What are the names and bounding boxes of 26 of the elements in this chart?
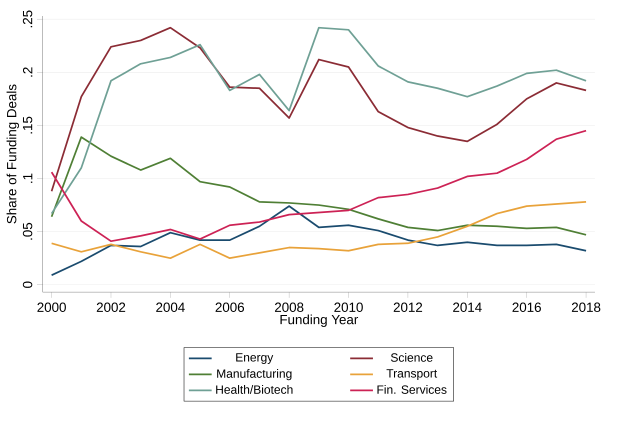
x-tick-label: 2012	[394, 302, 422, 312]
x-tick-label: 2018	[572, 302, 600, 312]
x-tick-label: 2002	[96, 302, 126, 312]
y-tick-label: 0	[22, 282, 32, 288]
x-tick-label: 2008	[274, 302, 304, 312]
y-tick-label: .25	[22, 10, 32, 28]
y-tick-label: .2	[22, 68, 32, 77]
line-series	[50, 201, 587, 260]
legend-label: Science	[390, 353, 433, 362]
y-tick-label: .05	[22, 223, 32, 240]
legend-label: Fin. Services	[377, 385, 447, 394]
x-tick-label: 2006	[216, 302, 244, 312]
x-tick-label: 2010	[334, 302, 363, 312]
x-tick-label: 2014	[453, 302, 482, 312]
legend-label: Manufacturing	[217, 369, 292, 380]
legend-label: Energy	[236, 353, 274, 364]
x-tick-label: 2016	[512, 302, 541, 312]
y-tick-label: .1	[23, 174, 32, 184]
x-tick-label: 2000	[37, 302, 66, 312]
legend-label: Transport	[386, 369, 438, 380]
y-tick-label: .15	[22, 116, 32, 134]
x-tick-label: 2004	[156, 302, 185, 312]
line-series	[50, 205, 587, 276]
x-axis-title: Funding Year	[280, 314, 358, 328]
y-axis-title: Share of Funding Deals	[6, 84, 20, 224]
legend-label: Health/Biotech	[216, 385, 292, 394]
